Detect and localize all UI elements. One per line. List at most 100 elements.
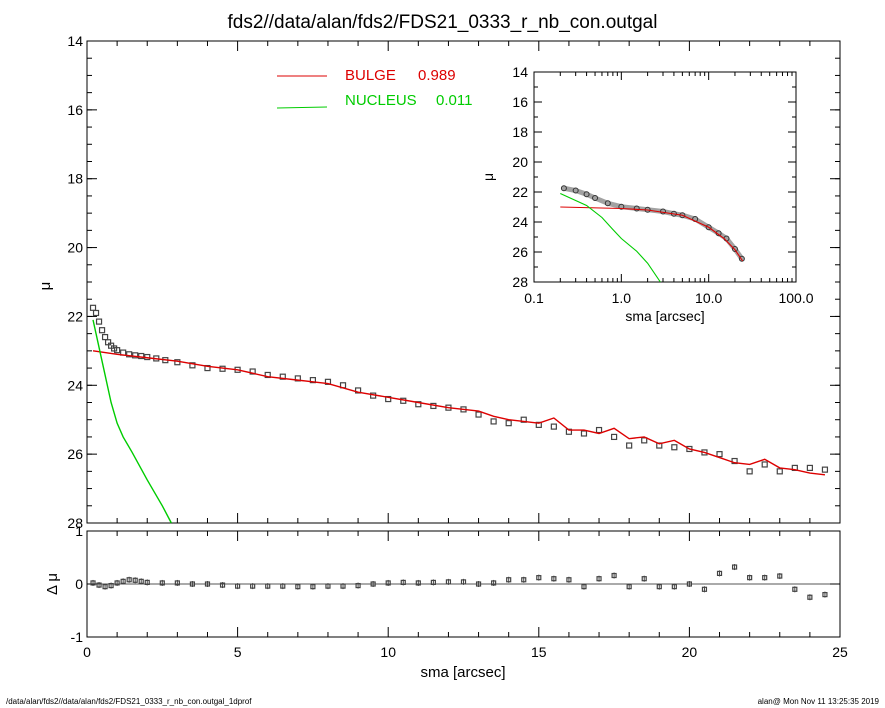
residual-point: [475, 581, 482, 587]
data-point: [309, 377, 316, 384]
x-tick-label: 0.1: [524, 290, 544, 306]
y-tick-label: 20: [512, 154, 528, 170]
x-tick-label: 1.0: [612, 290, 632, 306]
inset-series: [560, 185, 745, 282]
data-point: [535, 421, 542, 428]
residual-point: [235, 583, 241, 589]
footer-file-path: /data/alan/fds2//data/alan/fds2/FDS21_03…: [6, 697, 252, 706]
inset-plot-frame: [533, 71, 797, 283]
residual-point: [716, 570, 723, 577]
residual-point: [777, 573, 783, 579]
data-point: [95, 318, 103, 325]
residual-point: [762, 575, 768, 581]
residual-point: [120, 578, 126, 584]
residual-point: [138, 578, 144, 584]
data-point: [264, 371, 271, 379]
y-axis-label: μ: [37, 282, 54, 291]
y-tick-label: 16: [67, 102, 83, 118]
data-point: [671, 444, 678, 451]
main-profile-panel: 14 16 18 20 22 24 26 28 μ: [37, 33, 841, 531]
data-point: [806, 464, 813, 472]
residual-point: [506, 577, 512, 583]
x-tick-label: 100.0: [778, 290, 813, 306]
residual-point: [132, 577, 138, 583]
y-tick-label: 24: [512, 214, 528, 230]
data-point: [705, 224, 712, 231]
residual-point: [108, 582, 114, 589]
data-point: [746, 468, 753, 475]
y-axis-label: μ: [480, 173, 496, 181]
data-band: [561, 185, 745, 262]
residual-point: [822, 591, 828, 598]
x-tick-label: 5: [234, 644, 242, 660]
residual-point: [521, 577, 527, 583]
residual-point: [250, 583, 256, 589]
nucleus-line: [560, 192, 661, 282]
residual-point: [686, 581, 693, 587]
residual-point: [400, 579, 406, 586]
legend-name: NUCLEUS: [345, 92, 417, 109]
y-tick-label: 24: [67, 377, 83, 393]
residual-point: [340, 583, 346, 589]
x-tick-label: 0: [83, 644, 91, 660]
residual-point: [596, 576, 602, 582]
legend-value: 0.011: [436, 92, 472, 109]
data-point: [731, 246, 738, 252]
data-point: [101, 333, 109, 341]
residual-point: [581, 584, 587, 590]
residual-point: [445, 579, 452, 585]
data-points: [89, 304, 829, 475]
residual-point: [385, 580, 391, 586]
nucleus-line: [92, 319, 172, 524]
y-tick-label: 1: [75, 523, 83, 539]
data-point: [580, 430, 588, 437]
residual-point: [611, 572, 617, 579]
residual-point: [430, 579, 436, 586]
residual-point: [536, 575, 542, 581]
residual-point: [551, 576, 557, 582]
x-axis-label: sma [arcsec]: [625, 308, 704, 324]
data-point: [98, 327, 106, 334]
y-tick-label: 16: [512, 94, 528, 110]
data-point: [324, 378, 332, 385]
y-tick-label: 14: [512, 64, 528, 80]
y-tick-label: 18: [67, 171, 83, 187]
data-point: [560, 185, 567, 192]
residual-point: [90, 580, 96, 586]
residual-point: [126, 577, 132, 583]
data-point: [505, 420, 512, 427]
footer-timestamp: alan@ Mon Nov 11 13:25:35 2019: [757, 697, 879, 706]
data-point: [583, 191, 590, 198]
residual-point: [415, 580, 421, 586]
x-tick-label: 10: [380, 644, 396, 660]
y-tick-label: 26: [512, 244, 528, 260]
legend-name: BULGE: [345, 67, 396, 84]
residual-points: [90, 564, 828, 601]
data-point: [354, 387, 362, 394]
residual-point: [792, 586, 798, 592]
x-axis-label: sma [arcsec]: [420, 664, 505, 681]
residual-point: [189, 581, 196, 587]
residual-point: [626, 584, 632, 590]
residual-point: [96, 582, 102, 588]
data-point: [138, 352, 145, 360]
y-tick-label: 22: [512, 184, 528, 200]
data-point: [731, 457, 738, 465]
data-point: [821, 466, 829, 473]
x-tick-label: 10.0: [695, 290, 722, 306]
y-tick-label: 20: [67, 240, 83, 256]
residual-point: [641, 576, 647, 582]
legend-value: 0.989: [418, 67, 456, 84]
residual-point: [701, 586, 708, 592]
data-point: [716, 451, 723, 458]
data-point: [618, 203, 625, 210]
data-point: [189, 362, 196, 369]
residual-point: [174, 580, 180, 586]
data-point: [249, 368, 256, 375]
data-point: [89, 304, 97, 311]
residual-point: [265, 583, 271, 589]
data-point: [592, 195, 599, 201]
